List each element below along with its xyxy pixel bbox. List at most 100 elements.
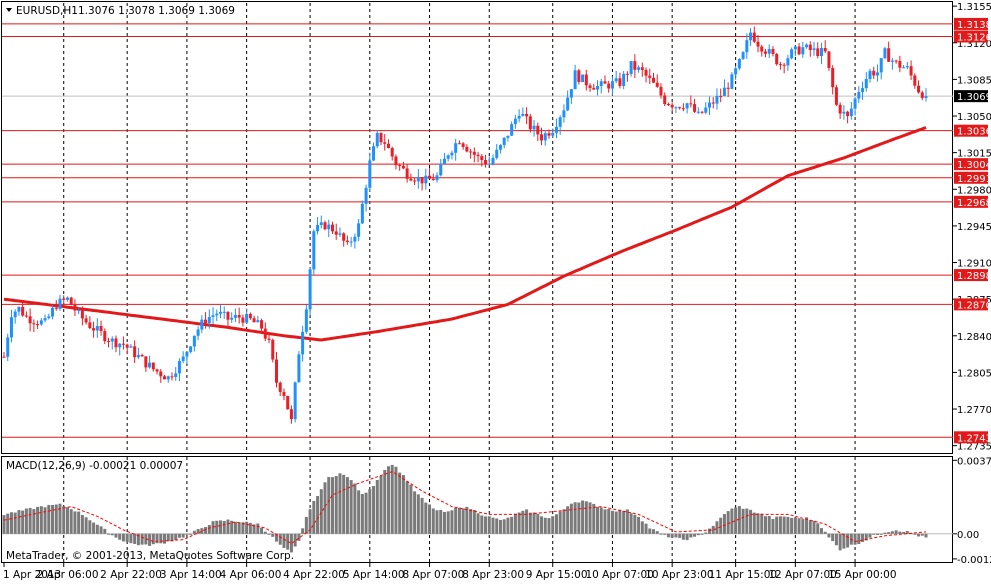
current-price-label: 1.3069 (957, 92, 991, 103)
macd-histogram-bar (207, 525, 211, 534)
macd-histogram-bar (200, 528, 204, 534)
candle-bull (454, 143, 458, 153)
candle-bear (823, 48, 827, 52)
candle-bear (248, 313, 252, 319)
price-level-lines (2, 23, 953, 438)
candle-bear (457, 143, 461, 145)
macd-histogram-bar (230, 520, 234, 534)
macd-histogram-bar (681, 533, 685, 540)
price-level-badge (954, 124, 988, 137)
candle-bull (416, 177, 420, 182)
macd-histogram-bar (715, 521, 719, 534)
candle-bull (487, 163, 491, 165)
macd-histogram-bar (920, 533, 924, 536)
x-tick-label: 4 Apr 22:00 (283, 569, 345, 581)
candle-bear (827, 51, 831, 69)
macd-histogram-bar (700, 533, 704, 535)
candle-bear (752, 32, 756, 42)
macd-histogram-bar (159, 533, 163, 544)
copyright-text: MetaTrader, © 2001-2013, MetaQuotes Soft… (6, 550, 294, 562)
macd-histogram-bar (592, 503, 596, 534)
macd-histogram-bar (644, 523, 648, 534)
candle-bull (424, 175, 428, 184)
price-panel[interactable] (1, 1, 953, 454)
macd-histogram-bar (58, 503, 62, 534)
macd-histogram-bar (629, 513, 633, 534)
candle-bull (166, 376, 170, 380)
candle-bear (917, 85, 921, 93)
candle-bull (222, 311, 226, 313)
candle-bull (95, 326, 99, 331)
candle-bear (472, 151, 476, 155)
macd-y-tick-label: -0.00129 (957, 555, 991, 566)
candle-bull (301, 331, 305, 355)
macd-histogram-bar (297, 533, 301, 541)
candle-bear (797, 46, 801, 55)
macd-histogram-bar (65, 507, 69, 534)
candle-bull (181, 356, 185, 362)
candle-bull (637, 67, 641, 70)
symbol-dropdown-icon[interactable] (6, 8, 12, 12)
candle-bull (790, 49, 794, 59)
macd-histogram-bar (334, 475, 338, 534)
candle-bull (566, 97, 570, 111)
candle-bull (196, 329, 200, 336)
candle-bull (532, 125, 536, 130)
x-tick-label: 1 Apr 2013 (3, 569, 61, 581)
price-level-badge (954, 171, 988, 184)
macd-histogram-bar (155, 533, 159, 544)
candle-bull (543, 133, 547, 141)
macd-panel[interactable] (1, 456, 953, 563)
macd-histogram-bar (189, 533, 193, 535)
macd-histogram-bar (233, 521, 237, 534)
macd-histogram-bar (215, 520, 219, 534)
candle-bear (260, 320, 264, 329)
macd-histogram-bar (528, 512, 532, 534)
candle-bull (233, 315, 237, 318)
price-level-label: 1.2870 (957, 300, 991, 311)
candle-bull (861, 88, 865, 93)
candle-bull (51, 307, 55, 317)
candle-bull (39, 320, 43, 325)
candle-bull (812, 48, 816, 50)
candle-bear (693, 104, 697, 112)
candle-bear (274, 359, 278, 383)
candle-bear (838, 104, 842, 114)
macd-histogram-bar (540, 516, 544, 534)
candle-bull (722, 87, 726, 97)
macd-histogram-bar (536, 513, 540, 534)
candle-bull (502, 137, 506, 146)
macd-histogram-bar (327, 477, 331, 534)
candle-bull (513, 118, 517, 125)
candle-bear (28, 316, 32, 324)
candle-bear (241, 317, 245, 323)
candle-bull (360, 203, 364, 224)
candle-bear (577, 70, 581, 82)
candle-bull (629, 61, 633, 74)
candle-bull (293, 382, 297, 420)
candle-bear (670, 104, 674, 108)
macd-histogram-bar (338, 473, 342, 534)
candle-bear (386, 143, 390, 148)
candle-bear (909, 66, 913, 76)
macd-histogram-bar (51, 504, 55, 534)
candle-bear (540, 134, 544, 141)
candle-bear (913, 75, 917, 86)
price-level-badge (954, 298, 988, 311)
macd-histogram-bar (737, 506, 741, 534)
macd-histogram-bar (655, 531, 659, 534)
candle-bull (304, 309, 308, 332)
candle-bull (174, 373, 178, 378)
macd-histogram-bar (386, 466, 390, 534)
candle-bull (857, 92, 861, 99)
candle-bull (136, 355, 140, 358)
macd-histogram-bar (872, 533, 876, 535)
macd-histogram-bar (637, 516, 641, 534)
macd-histogram-bar (398, 472, 402, 534)
macd-histogram-bar (685, 533, 689, 541)
candle-bear (383, 142, 387, 144)
candle-bull (741, 52, 745, 59)
candle-bull (6, 337, 10, 357)
candle-bull (573, 70, 577, 90)
